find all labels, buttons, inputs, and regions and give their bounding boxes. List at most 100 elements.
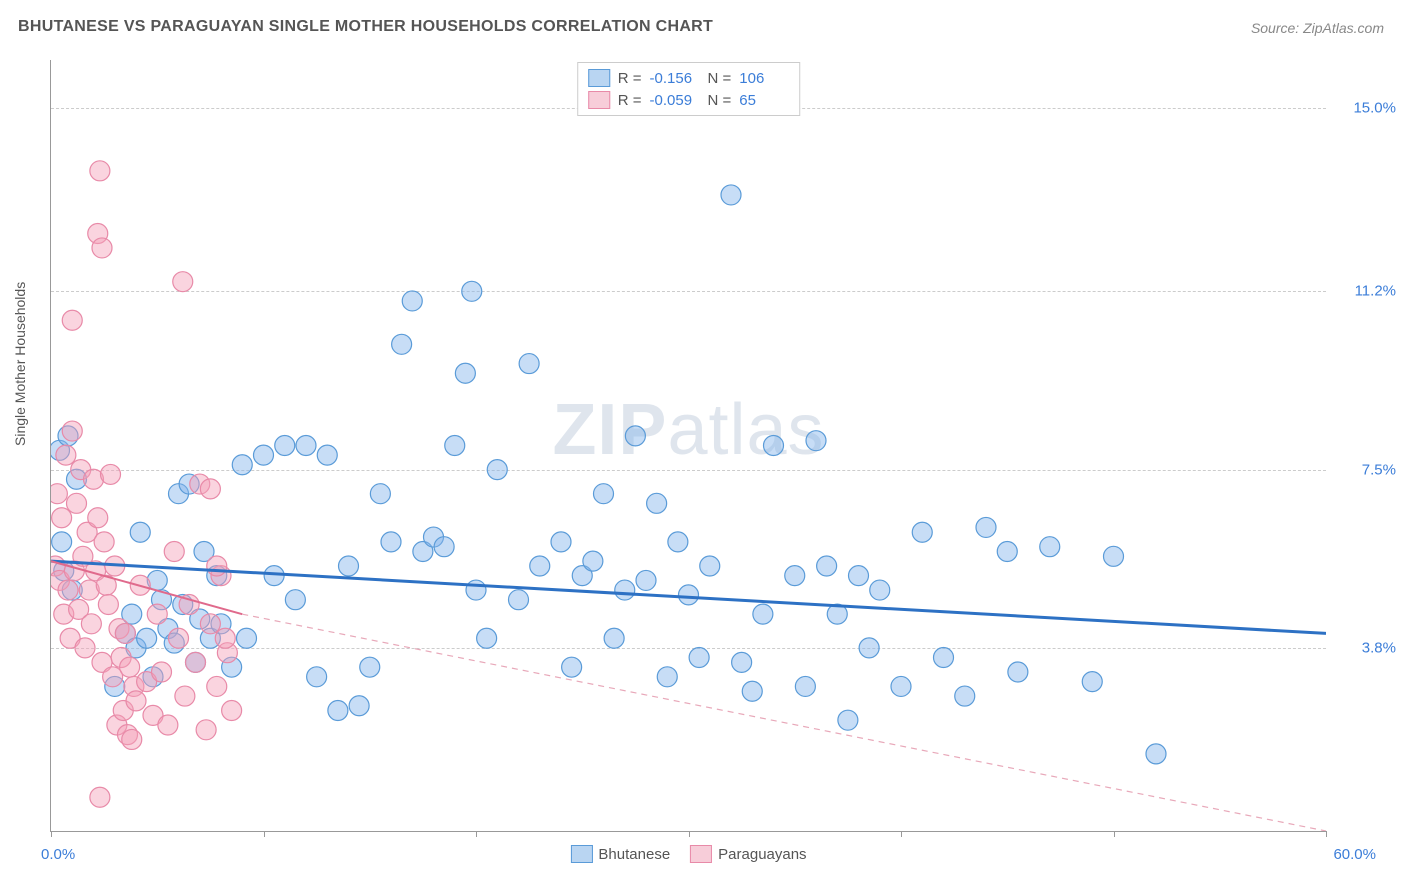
scatter-point: [806, 431, 826, 451]
scatter-point: [275, 436, 295, 456]
legend-n-value-1: 65: [739, 92, 789, 109]
scatter-point: [795, 676, 815, 696]
legend-n-label: N =: [708, 70, 732, 87]
scatter-point: [207, 556, 227, 576]
scatter-point: [75, 638, 95, 658]
scatter-point: [137, 628, 157, 648]
scatter-point: [328, 701, 348, 721]
legend-r-label: R =: [618, 92, 642, 109]
x-tick: [264, 831, 265, 837]
scatter-point: [785, 566, 805, 586]
scatter-point: [487, 460, 507, 480]
scatter-point: [175, 686, 195, 706]
x-axis-max-label: 60.0%: [1333, 846, 1376, 863]
legend-n-value-0: 106: [739, 70, 789, 87]
scatter-point: [98, 595, 118, 615]
scatter-point: [891, 676, 911, 696]
scatter-point: [519, 354, 539, 374]
scatter-point: [52, 532, 72, 552]
scatter-point: [94, 532, 114, 552]
legend-correlation-box: R = -0.156 N = 106 R = -0.059 N = 65: [577, 62, 801, 116]
scatter-point: [392, 334, 412, 354]
legend-n-label: N =: [708, 92, 732, 109]
scatter-point: [647, 493, 667, 513]
scatter-point: [370, 484, 390, 504]
scatter-point: [122, 729, 142, 749]
scatter-point: [52, 508, 72, 528]
scatter-point: [434, 537, 454, 557]
scatter-point: [530, 556, 550, 576]
scatter-point: [679, 585, 699, 605]
chart-container: BHUTANESE VS PARAGUAYAN SINGLE MOTHER HO…: [0, 0, 1406, 892]
scatter-point: [817, 556, 837, 576]
scatter-point: [955, 686, 975, 706]
legend-series-box: Bhutanese Paraguayans: [570, 845, 806, 863]
scatter-point: [339, 556, 359, 576]
y-tick-label: 15.0%: [1353, 100, 1396, 117]
scatter-point: [360, 657, 380, 677]
scatter-point: [237, 628, 257, 648]
legend-r-value-1: -0.059: [650, 92, 700, 109]
scatter-point: [164, 542, 184, 562]
scatter-point: [625, 426, 645, 446]
scatter-point: [551, 532, 571, 552]
scatter-point: [51, 484, 67, 504]
y-tick-label: 7.5%: [1362, 461, 1396, 478]
scatter-point: [207, 676, 227, 696]
chart-title: BHUTANESE VS PARAGUAYAN SINGLE MOTHER HO…: [18, 18, 713, 36]
scatter-point: [462, 281, 482, 301]
scatter-point: [721, 185, 741, 205]
scatter-point: [583, 551, 603, 571]
scatter-point: [657, 667, 677, 687]
scatter-point: [1040, 537, 1060, 557]
scatter-point: [912, 522, 932, 542]
scatter-point: [101, 464, 121, 484]
legend-r-value-0: -0.156: [650, 70, 700, 87]
scatter-point: [742, 681, 762, 701]
scatter-point: [455, 363, 475, 383]
y-tick-label: 11.2%: [1355, 283, 1396, 300]
scatter-point: [859, 638, 879, 658]
scatter-point: [56, 445, 76, 465]
scatter-point: [838, 710, 858, 730]
scatter-point: [285, 590, 305, 610]
scatter-point: [58, 580, 78, 600]
scatter-point: [700, 556, 720, 576]
scatter-point: [62, 421, 82, 441]
scatter-svg: [51, 60, 1326, 831]
scatter-point: [509, 590, 529, 610]
scatter-point: [381, 532, 401, 552]
scatter-point: [753, 604, 773, 624]
scatter-point: [126, 691, 146, 711]
legend-row-series-0: R = -0.156 N = 106: [588, 67, 790, 89]
scatter-point: [562, 657, 582, 677]
scatter-point: [92, 238, 112, 258]
scatter-point: [88, 508, 108, 528]
scatter-point: [604, 628, 624, 648]
scatter-point: [1104, 546, 1124, 566]
scatter-point: [200, 614, 220, 634]
scatter-point: [466, 580, 486, 600]
legend-r-label: R =: [618, 70, 642, 87]
legend-row-series-1: R = -0.059 N = 65: [588, 89, 790, 111]
legend-label-paraguayans: Paraguayans: [718, 846, 806, 863]
scatter-point: [90, 787, 110, 807]
scatter-point: [296, 436, 316, 456]
x-tick: [476, 831, 477, 837]
x-axis-min-label: 0.0%: [41, 846, 75, 863]
x-tick: [689, 831, 690, 837]
scatter-point: [402, 291, 422, 311]
scatter-point: [147, 604, 167, 624]
scatter-point: [668, 532, 688, 552]
scatter-point: [115, 623, 135, 643]
scatter-point: [130, 522, 150, 542]
scatter-point: [317, 445, 337, 465]
scatter-point: [158, 715, 178, 735]
scatter-point: [196, 720, 216, 740]
scatter-point: [120, 657, 140, 677]
scatter-point: [307, 667, 327, 687]
scatter-point: [1082, 672, 1102, 692]
x-tick: [901, 831, 902, 837]
trend-line-paraguayans-dashed: [242, 614, 1326, 831]
scatter-point: [90, 161, 110, 181]
